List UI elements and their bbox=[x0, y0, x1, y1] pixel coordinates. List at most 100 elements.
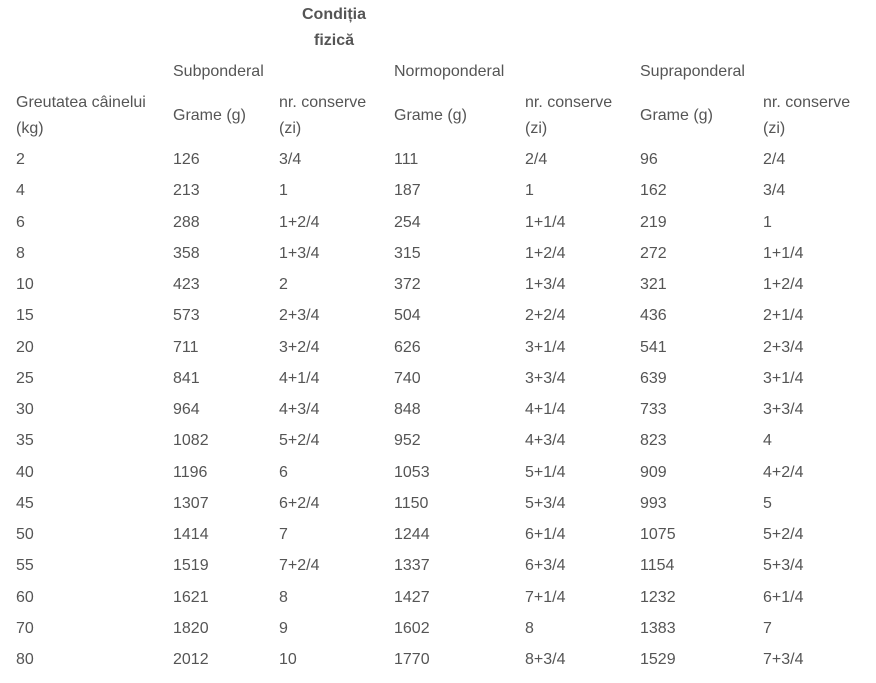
table-cell: 6+3/4 bbox=[525, 557, 566, 575]
table-cell: 740 bbox=[394, 369, 421, 387]
table-cell: 909 bbox=[640, 463, 667, 481]
table-cell: 1+1/4 bbox=[763, 244, 804, 262]
table-cell: 45 bbox=[16, 494, 34, 512]
table-cell: 1154 bbox=[640, 557, 675, 575]
table-cell: 3+3/4 bbox=[763, 401, 804, 418]
table-cell: 30 bbox=[16, 401, 34, 418]
column-header: Grame (g) bbox=[173, 107, 246, 124]
table-cell: 1232 bbox=[640, 588, 676, 606]
table-cell: 126 bbox=[173, 151, 200, 168]
column-header: Grame (g) bbox=[394, 107, 467, 124]
table-cell: 626 bbox=[394, 338, 421, 356]
table-cell: 1621 bbox=[173, 588, 209, 606]
table-cell: 6+1/4 bbox=[763, 588, 804, 606]
table-cell: 20 bbox=[16, 338, 34, 356]
table-cell: 1082 bbox=[173, 432, 209, 450]
table-cell: 541 bbox=[640, 338, 667, 356]
table-cell: 1 bbox=[279, 182, 288, 200]
table-cell: 3+2/4 bbox=[279, 338, 320, 356]
table-cell: 423 bbox=[173, 276, 200, 293]
table-cell: 1383 bbox=[640, 619, 676, 637]
table-cell: 4+2/4 bbox=[763, 463, 804, 481]
table-cell: 1427 bbox=[394, 588, 430, 606]
table-cell: 3+1/4 bbox=[763, 369, 804, 387]
table-cell: 162 bbox=[640, 182, 667, 200]
column-header: nr. conserve (zi) bbox=[763, 94, 851, 137]
table-cell: 55 bbox=[16, 557, 34, 575]
table-cell: 436 bbox=[640, 307, 667, 325]
table-cell: 1 bbox=[525, 182, 534, 200]
table-cell: 1+3/4 bbox=[279, 244, 320, 262]
table-cell: 1337 bbox=[394, 557, 430, 575]
group-header: Normoponderal bbox=[394, 63, 505, 80]
table-cell: 993 bbox=[640, 494, 667, 512]
table-cell: 358 bbox=[173, 244, 200, 262]
table-cell: 8 bbox=[525, 619, 534, 637]
table-cell: 187 bbox=[394, 182, 421, 200]
table-cell: 7+1/4 bbox=[525, 588, 566, 606]
table-cell: 315 bbox=[394, 244, 421, 262]
table-cell: 25 bbox=[16, 369, 34, 387]
table-cell: 733 bbox=[640, 401, 667, 418]
column-header: Greutatea câinelui (kg) bbox=[16, 94, 146, 137]
table-cell: 1075 bbox=[640, 526, 676, 543]
table-cell: 1+2/4 bbox=[763, 276, 804, 293]
table-cell: 50 bbox=[16, 526, 34, 543]
table-cell: 4+3/4 bbox=[279, 401, 320, 418]
table-cell: 15 bbox=[16, 307, 34, 325]
table-cell: 272 bbox=[640, 244, 667, 262]
table-cell: 4+1/4 bbox=[279, 369, 320, 387]
table-cell: 2+3/4 bbox=[763, 338, 804, 356]
table-cell: 952 bbox=[394, 432, 421, 450]
table-cell: 6 bbox=[279, 463, 288, 481]
table-cell: 9 bbox=[279, 619, 288, 637]
table-cell: 1770 bbox=[394, 651, 430, 668]
column-header: nr. conserve (zi) bbox=[279, 94, 367, 137]
table-cell: 70 bbox=[16, 619, 34, 637]
group-header: Supraponderal bbox=[640, 63, 745, 80]
table-cell: 7+3/4 bbox=[763, 651, 804, 668]
table-cell: 4 bbox=[16, 182, 25, 200]
table-cell: 848 bbox=[394, 401, 421, 418]
table-cell: 964 bbox=[173, 401, 200, 418]
table-cell: 60 bbox=[16, 588, 34, 606]
table-cell: 5 bbox=[763, 494, 772, 512]
table-cell: 1150 bbox=[394, 494, 429, 512]
table-cell: 96 bbox=[640, 151, 658, 168]
table-cell: 1307 bbox=[173, 494, 209, 512]
table-cell: 2012 bbox=[173, 651, 209, 668]
table-cell: 1602 bbox=[394, 619, 430, 637]
table-cell: 1053 bbox=[394, 463, 430, 481]
table-cell: 5+2/4 bbox=[763, 526, 804, 543]
table-cell: 1+1/4 bbox=[525, 213, 566, 231]
table-cell: 3+3/4 bbox=[525, 369, 566, 387]
table-cell: 6+2/4 bbox=[279, 494, 320, 512]
table-cell: 1196 bbox=[173, 463, 208, 481]
table-cell: 3+1/4 bbox=[525, 338, 566, 356]
table-cell: 2+1/4 bbox=[763, 307, 804, 325]
table-cell: 2/4 bbox=[525, 151, 548, 168]
table-cell: 573 bbox=[173, 307, 200, 325]
table-cell: 372 bbox=[394, 276, 421, 293]
table-cell: 1519 bbox=[173, 557, 209, 575]
table-cell: 10 bbox=[279, 651, 297, 668]
table-cell: 1414 bbox=[173, 526, 209, 543]
table-cell: 1 bbox=[763, 213, 772, 231]
table-cell: 639 bbox=[640, 369, 667, 387]
table-cell: 504 bbox=[394, 307, 421, 325]
table-cell: 5+3/4 bbox=[763, 557, 804, 575]
table-cell: 4+3/4 bbox=[525, 432, 566, 450]
table-cell: 1529 bbox=[640, 651, 676, 668]
table-cell: 5+3/4 bbox=[525, 494, 566, 512]
table-cell: 10 bbox=[16, 276, 34, 293]
table-cell: 5+1/4 bbox=[525, 463, 566, 481]
table-cell: 841 bbox=[173, 369, 200, 387]
table-cell: 288 bbox=[173, 213, 200, 231]
table-cell: 6 bbox=[16, 213, 25, 231]
table-cell: 2 bbox=[16, 151, 25, 168]
table-cell: 7 bbox=[763, 619, 772, 637]
table-cell: 219 bbox=[640, 213, 667, 231]
table-cell: 1+2/4 bbox=[525, 244, 566, 262]
table-cell: 711 bbox=[173, 338, 199, 356]
table-cell: 823 bbox=[640, 432, 667, 450]
